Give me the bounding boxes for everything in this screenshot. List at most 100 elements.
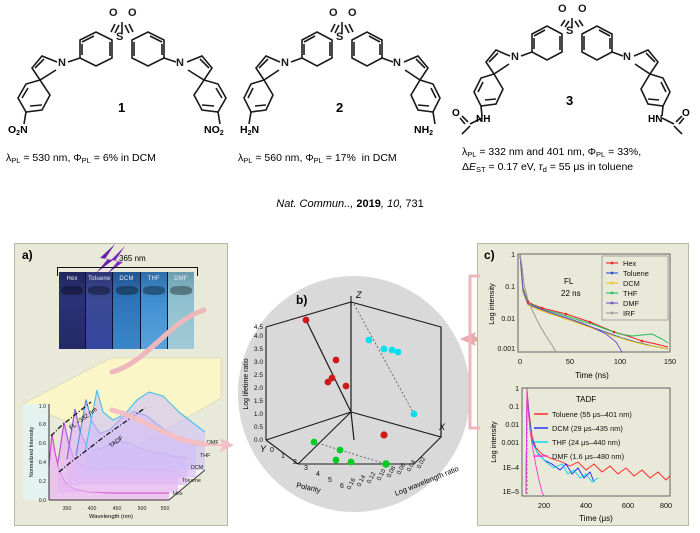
svg-text:N: N bbox=[176, 57, 184, 69]
svg-text:500: 500 bbox=[138, 506, 147, 512]
z-axis-label: Log lifetime ratio bbox=[243, 358, 250, 409]
legend-label: Toluene bbox=[623, 269, 649, 278]
molecule-2-number: 2 bbox=[336, 100, 343, 115]
panel-b-3d-scatter: b) Z X Y 0.0 0.5 1.0 1.5 2.0 2.5 3.0 bbox=[238, 276, 470, 512]
svg-text:S: S bbox=[336, 31, 343, 43]
y-axis-ticks: 0.0 0.2 0.4 0.6 0.8 1.0 bbox=[39, 404, 46, 504]
molecule-3-tau-d: 55 μs bbox=[558, 161, 585, 173]
molecule-2-solvent: DCM bbox=[372, 152, 397, 164]
excitation-wavelength-label: 365 nm bbox=[119, 254, 146, 263]
svg-text:0.1: 0.1 bbox=[505, 284, 515, 291]
legend-label: DMF (1.6 μs–480 nm) bbox=[552, 452, 624, 461]
svg-text:O: O bbox=[348, 7, 357, 19]
svg-text:600: 600 bbox=[622, 501, 634, 510]
molecule-3-solvent: toluene bbox=[598, 161, 634, 173]
svg-text:3: 3 bbox=[304, 465, 308, 472]
molecule-1-right-group: NO2 bbox=[204, 124, 224, 137]
legend-label: Toluene (55 μs–401 nm) bbox=[552, 410, 632, 419]
scatter-series-data bbox=[302, 316, 388, 441]
svg-text:0.001: 0.001 bbox=[497, 346, 515, 353]
svg-text:4: 4 bbox=[316, 471, 320, 478]
legend-label: DCM bbox=[623, 279, 640, 288]
molecule-2-left-group: H2N bbox=[240, 124, 259, 137]
trace-hex bbox=[519, 253, 669, 348]
svg-text:DMF: DMF bbox=[207, 440, 219, 446]
svg-text:550: 550 bbox=[161, 506, 170, 512]
legend-label: DCM (29 μs–435 nm) bbox=[552, 424, 623, 433]
y-axis-name: Y bbox=[260, 444, 267, 454]
trace-dcm bbox=[519, 253, 669, 350]
cuvette-meniscus bbox=[115, 286, 138, 295]
cuvette-photo: Hex Toluene DCM THF DMF bbox=[59, 272, 194, 349]
panel-b-label: b) bbox=[296, 293, 307, 307]
x-axis-label: Wavelength (nm) bbox=[89, 514, 133, 520]
svg-text:100: 100 bbox=[614, 357, 626, 366]
svg-text:N: N bbox=[623, 51, 631, 63]
svg-text:400: 400 bbox=[580, 501, 592, 510]
svg-text:450: 450 bbox=[113, 506, 122, 512]
fl-legend: Hex Toluene DCM THF DMF IRF bbox=[601, 255, 669, 321]
scatter-series-projection-back bbox=[353, 303, 418, 418]
molecule-2-caption: λPL = 560 nm, ΦPL = 17% in DCM bbox=[238, 152, 397, 165]
cuvette-label-dcm: DCM bbox=[119, 276, 134, 282]
annotation-lifetime: 22 ns bbox=[561, 289, 581, 298]
molecule-2-lambda: 560 nm bbox=[264, 152, 300, 164]
y-axis-label: Normalized Intensity bbox=[29, 426, 35, 477]
svg-text:2.5: 2.5 bbox=[254, 372, 263, 379]
svg-text:0: 0 bbox=[270, 447, 274, 454]
molecule-3-lambda: 332 nm and 401 nm bbox=[488, 146, 582, 158]
trace-irf bbox=[519, 253, 557, 353]
emission-spectra-3d-plot: FL ~332 nm TADF 0.0 0.2 0.4 0.6 0.8 1.0 … bbox=[22, 357, 222, 520]
molecule-2: O O S N N bbox=[240, 0, 445, 150]
panel-b-circle-background bbox=[238, 276, 470, 512]
tadf-decay-plot: TADF Toluene (55 μs–401 nm) DCM (29 μs–4… bbox=[489, 386, 672, 523]
svg-text:2.0: 2.0 bbox=[254, 385, 263, 392]
svg-text:N: N bbox=[511, 51, 519, 63]
y-axis-ticks: 0 1 2 3 4 5 6 bbox=[270, 447, 344, 490]
cuvette-label-hex: Hex bbox=[66, 276, 78, 282]
x-axis-name: X bbox=[438, 422, 446, 432]
cuvette-label-toluene: Toluene bbox=[88, 276, 111, 282]
projection-point bbox=[380, 345, 388, 353]
svg-text:N: N bbox=[281, 57, 289, 69]
svg-text:0.0: 0.0 bbox=[39, 498, 46, 504]
cuvette-meniscus bbox=[88, 286, 111, 295]
citation-journal: Nat. Commun. bbox=[276, 198, 348, 210]
svg-text:350: 350 bbox=[63, 506, 72, 512]
svg-text:Toluene: Toluene bbox=[182, 478, 201, 484]
cuvette-meniscus bbox=[142, 286, 165, 295]
svg-text:1: 1 bbox=[515, 386, 519, 393]
data-point bbox=[342, 382, 350, 390]
molecule-1-caption: λPL = 530 nm, ΦPL = 6% in DCM bbox=[6, 152, 156, 165]
molecule-3: O O S N N bbox=[452, 0, 692, 150]
svg-text:1E–5: 1E–5 bbox=[503, 489, 519, 496]
svg-text:6: 6 bbox=[340, 483, 344, 490]
svg-text:O: O bbox=[329, 7, 338, 19]
svg-text:50: 50 bbox=[566, 357, 574, 366]
svg-text:0.001: 0.001 bbox=[501, 440, 519, 447]
molecule-1-phi: 6% bbox=[102, 152, 118, 164]
y-axis-label: Log intensity bbox=[489, 421, 498, 463]
cuvette-label-thf: THF bbox=[147, 276, 160, 282]
svg-text:S: S bbox=[566, 25, 573, 37]
citation: Nat. Commun.., 2019, 10, 731 bbox=[276, 198, 424, 210]
molecule-3-number: 3 bbox=[566, 93, 573, 108]
annotation-tadf: TADF bbox=[576, 395, 596, 404]
cuvette-thf: THF bbox=[140, 272, 168, 349]
svg-text:O: O bbox=[128, 7, 137, 19]
svg-text:2: 2 bbox=[293, 459, 297, 466]
markers-hex bbox=[526, 300, 644, 343]
fl-ridge-line bbox=[50, 401, 92, 437]
molecule-2-phi: 17% bbox=[334, 152, 356, 164]
x-axis-ticks: 350 400 450 500 550 bbox=[63, 506, 170, 512]
projection-point bbox=[382, 460, 390, 468]
svg-text:1.0: 1.0 bbox=[254, 411, 263, 418]
svg-text:O: O bbox=[558, 3, 567, 15]
citation-volume: 10 bbox=[386, 198, 400, 210]
data-point bbox=[380, 431, 388, 439]
axis-box bbox=[265, 301, 442, 465]
legend-label: THF bbox=[623, 289, 638, 298]
excitation-bracket bbox=[57, 267, 198, 276]
svg-text:O: O bbox=[578, 3, 587, 15]
legend-label: DMF bbox=[623, 299, 639, 308]
